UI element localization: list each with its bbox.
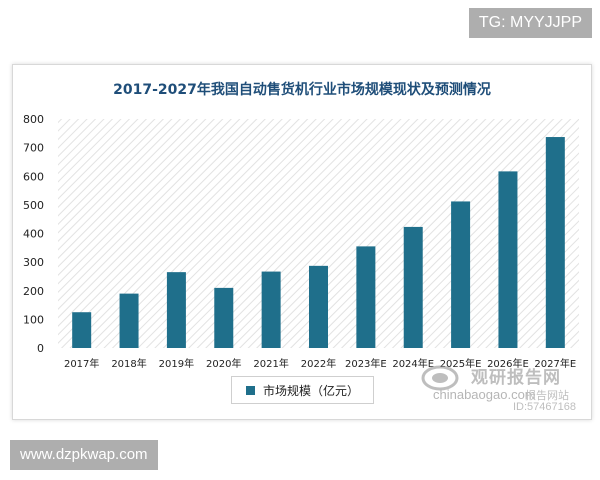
bar-2017年 [72, 312, 92, 348]
bar-2022年 [309, 265, 328, 348]
y-tick-label: 400 [23, 228, 44, 241]
y-tick-label: 500 [23, 199, 44, 212]
y-tick-label: 300 [23, 256, 44, 269]
x-tick-label: 2019年 [159, 357, 194, 370]
x-tick-label: 2023年E [345, 357, 387, 370]
bar-chart: 0 100 200 300 400 500 600 700 800 2017年 2018年 2019年… [23, 113, 579, 370]
bar-2027年E [545, 137, 565, 348]
x-tick-label: 2022年 [301, 357, 336, 370]
bar-2024年E [403, 226, 423, 348]
x-tick-label: 2020年 [206, 357, 241, 370]
watermark-url: chinabaogao.com [433, 387, 536, 402]
x-tick-label: 2026年E [487, 357, 529, 370]
watermark: 观研报告网 chinabaogao.com 报告网站 ID:57467168 [415, 361, 591, 419]
chart-card: 2017-2027年我国自动售货机行业市场规模现状及预测情况 0 100 200 30… [12, 64, 592, 420]
x-tick-label: 2021年 [253, 357, 288, 370]
bar-2018年 [119, 293, 139, 348]
watermark-logo-text: 观研报告网 [471, 368, 561, 388]
bar-2025年E [451, 201, 471, 348]
watermark-logo-icon [421, 365, 459, 391]
x-tick-label: 2024年E [392, 357, 434, 370]
tg-watermark-badge: TG: MYYJJPP [468, 8, 592, 38]
y-tick-label: 600 [23, 170, 44, 183]
bar-2020年 [214, 287, 234, 348]
legend-swatch [246, 385, 255, 395]
x-tick-label: 2017年 [64, 357, 99, 370]
y-tick-label: 700 [23, 142, 44, 155]
y-tick-label: 800 [23, 113, 44, 126]
url-watermark-badge: www.dzpkwap.com [10, 440, 158, 470]
y-tick-label: 0 [37, 342, 44, 355]
legend: 市场规模（亿元） [231, 376, 375, 404]
bar-2026年E [498, 171, 518, 348]
bar-2023年E [356, 246, 376, 348]
x-tick-label: 2018年 [111, 357, 146, 370]
bar-2019年 [166, 272, 186, 348]
y-tick-label: 200 [23, 285, 44, 298]
legend-label: 市场规模（亿元） [263, 383, 360, 398]
chart-title: 2017-2027年我国自动售货机行业市场规模现状及预测情况 [113, 82, 491, 98]
x-tick-label: 2027年E [534, 357, 576, 370]
bar-2021年 [261, 271, 281, 348]
x-tick-label: 2025年E [440, 357, 482, 370]
y-tick-label: 100 [23, 313, 44, 326]
watermark-id: ID:57467168 [513, 401, 576, 413]
watermark-site-text: 报告网站 [525, 389, 569, 402]
